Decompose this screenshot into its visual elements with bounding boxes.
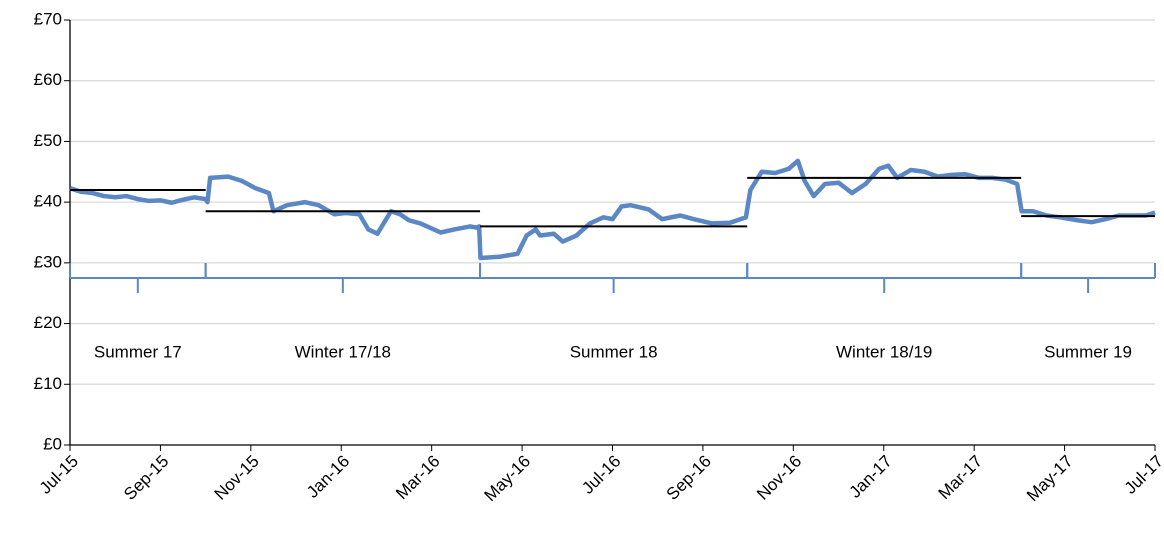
x-tick-label: Nov-16 — [753, 452, 805, 504]
x-tick-label: Sep-16 — [663, 452, 715, 504]
y-tick-label: £10 — [34, 374, 62, 393]
season-label: Summer 18 — [570, 342, 658, 361]
y-tick-label: £20 — [34, 313, 62, 332]
x-tick-label: Jul-16 — [578, 452, 624, 498]
x-tick-label: Mar-17 — [935, 452, 987, 504]
y-tick-label: £30 — [34, 252, 62, 271]
x-tick-label: Nov-15 — [211, 452, 263, 504]
price-line — [69, 158, 1156, 261]
x-tick-label: Sep-15 — [120, 452, 172, 504]
season-label: Winter 17/18 — [295, 342, 391, 361]
y-tick-label: £70 — [34, 9, 62, 28]
season-label: Summer 19 — [1044, 342, 1132, 361]
y-tick-label: £50 — [34, 131, 62, 150]
x-tick-label: May-17 — [1023, 452, 1077, 506]
y-tick-label: £60 — [34, 70, 62, 89]
x-tick-label: Jul-15 — [36, 452, 82, 498]
x-tick-label: Mar-16 — [392, 452, 444, 504]
season-label: Summer 17 — [94, 342, 182, 361]
y-tick-label: £40 — [34, 192, 62, 211]
x-tick-label: Jan-16 — [303, 452, 353, 502]
x-tick-label: Jan-17 — [846, 452, 896, 502]
x-tick-label: Jul-17 — [1121, 452, 1164, 498]
y-tick-label: £0 — [43, 434, 62, 453]
season-label: Winter 18/19 — [836, 342, 932, 361]
x-tick-label: May-16 — [481, 452, 535, 506]
